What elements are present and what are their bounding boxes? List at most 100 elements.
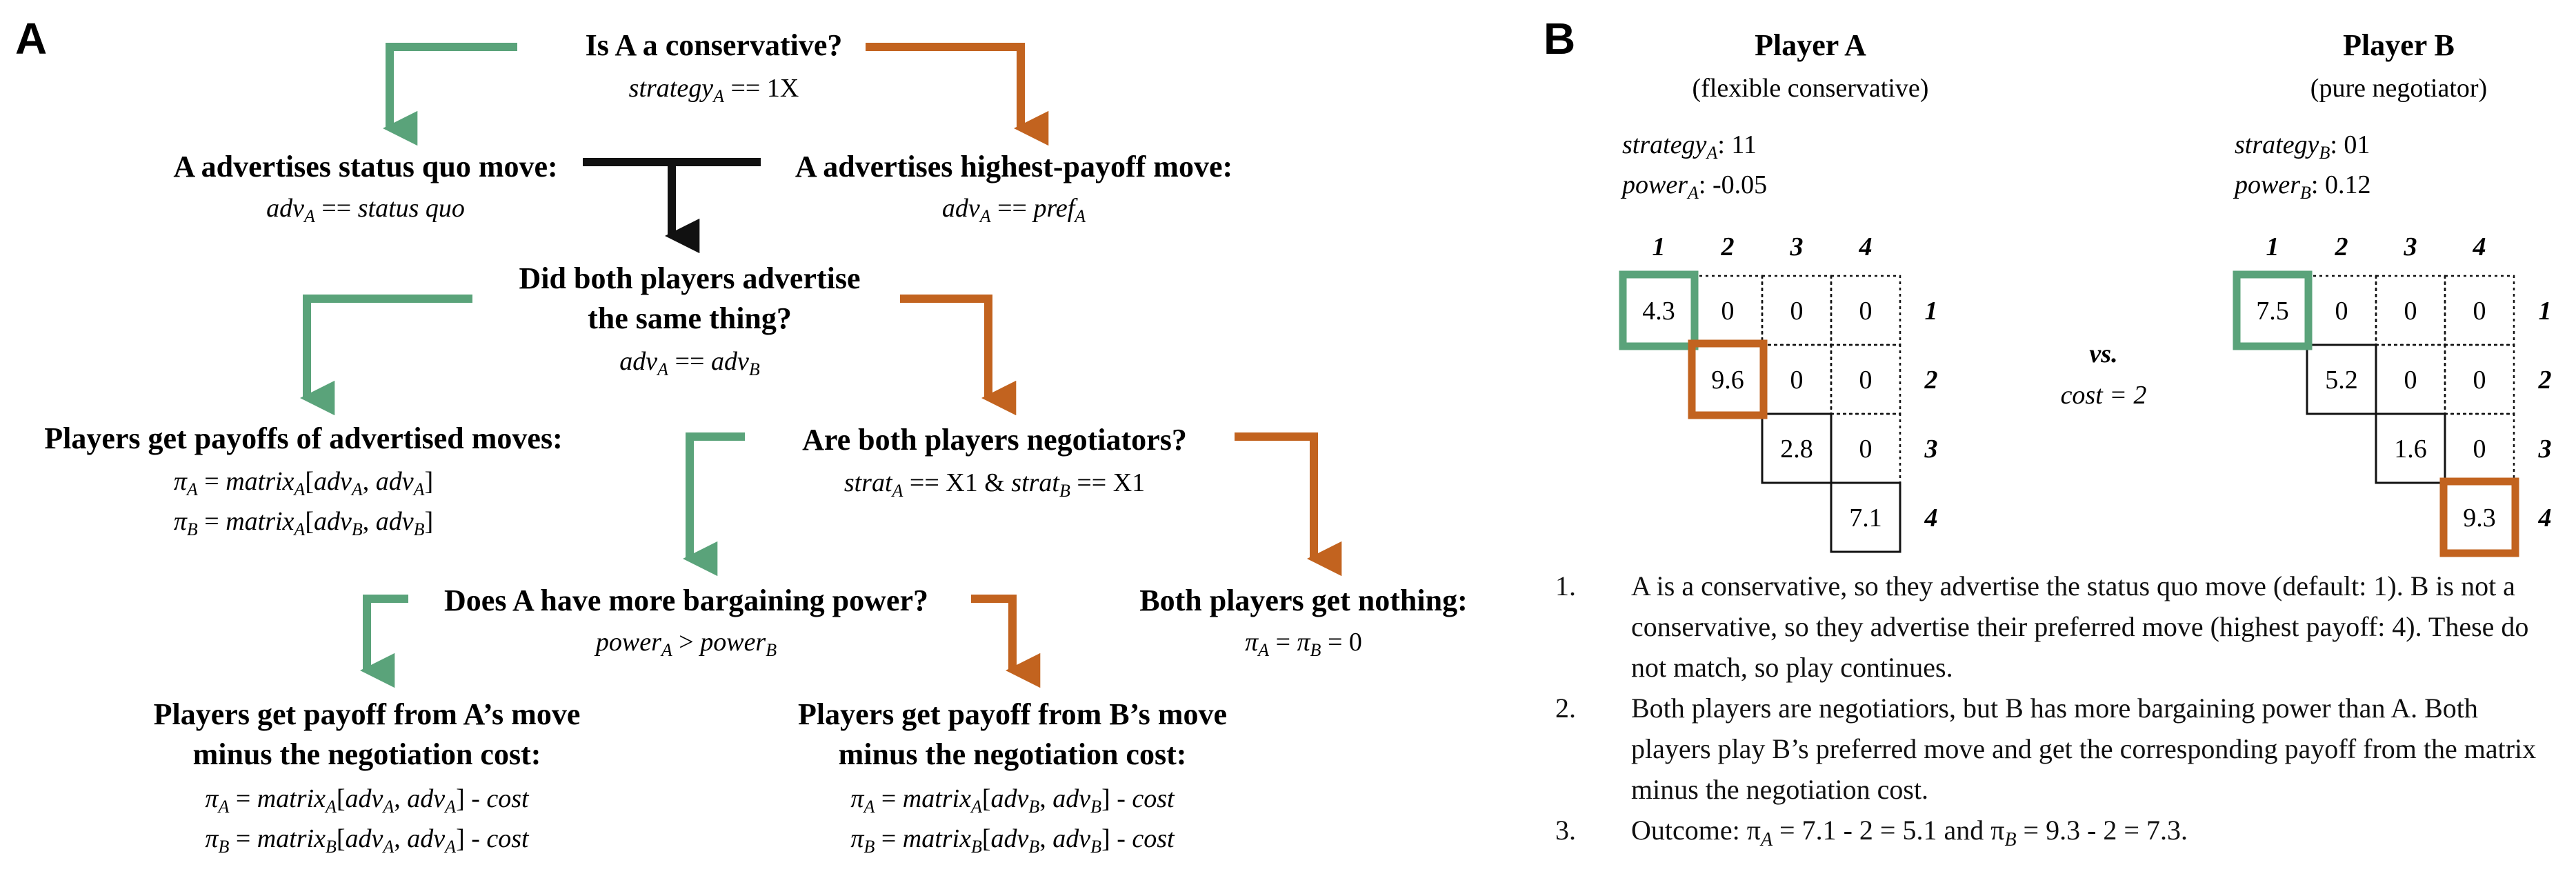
node-title-line2: the same thing? bbox=[588, 301, 792, 335]
panel-a-letter: A bbox=[15, 14, 47, 63]
node-both-get-nothing: Both players get nothing: πA = πB = 0 bbox=[1139, 584, 1467, 660]
matrix-cell bbox=[2375, 412, 2446, 484]
column-label: 4 bbox=[1859, 232, 1873, 261]
node-title-line2: minus the negotiation cost: bbox=[839, 737, 1187, 771]
formula-line1: πA = matrixA[advA, advA] bbox=[174, 467, 433, 499]
player-b-power: powerB: 0.12 bbox=[2233, 170, 2370, 203]
column-label: 1 bbox=[1653, 232, 1666, 261]
node-payoff-b-move: Players get payoff from B’s move minus t… bbox=[798, 697, 1227, 857]
player-b-name: Player B bbox=[2343, 28, 2455, 62]
formula-line2: πB = matrixB[advA, advA] - cost bbox=[205, 824, 530, 857]
matrix-value: 0 bbox=[1859, 366, 1873, 395]
player-a-power: powerA: -0.05 bbox=[1620, 170, 1767, 203]
node-title-line2: minus the negotiation cost: bbox=[193, 737, 541, 771]
step-number: 2. bbox=[1555, 693, 1576, 724]
matrix-value: 5.2 bbox=[2325, 366, 2358, 395]
arrow-q4-no bbox=[971, 595, 1041, 688]
highlight-preferred bbox=[2439, 477, 2519, 557]
column-label: 2 bbox=[1721, 232, 1735, 261]
matrix-value: 7.1 bbox=[1849, 504, 1882, 532]
column-label: 3 bbox=[1790, 232, 1804, 261]
row-label: 3 bbox=[1924, 435, 1938, 464]
step-text: A is a conservative, so they advertise t… bbox=[1631, 570, 2529, 683]
player-a-type: (flexible conservative) bbox=[1693, 74, 1929, 103]
player-b-strategy: strategyB: 01 bbox=[2235, 130, 2370, 163]
vs-label: vs. bbox=[2089, 339, 2117, 368]
matrix-value: 0 bbox=[2404, 297, 2417, 326]
formula-line2: πB = matrixB[advB, advB] - cost bbox=[850, 824, 1175, 857]
arrow-q1-yes bbox=[382, 43, 517, 146]
step-number: 1. bbox=[1555, 570, 1576, 601]
node-title: Does A have more bargaining power? bbox=[444, 584, 928, 617]
column-label: 2 bbox=[2335, 232, 2348, 261]
player-a-name: Player A bbox=[1755, 28, 1866, 62]
row-label: 3 bbox=[2538, 435, 2552, 464]
node-condition: advA == prefA bbox=[942, 194, 1086, 226]
player-b-type: (pure negotiator) bbox=[2310, 74, 2487, 103]
arrow-q2-no bbox=[900, 295, 1017, 416]
matrix-value: 7.5 bbox=[2256, 297, 2289, 326]
row-label: 2 bbox=[1924, 366, 1938, 395]
node-advertise-highest-payoff: A advertises highest-payoff move: advA =… bbox=[795, 150, 1232, 226]
step-text: Outcome: πA = 7.1 - 2 = 5.1 and πB = 9.3… bbox=[1631, 815, 2188, 850]
matrix-value: 0 bbox=[1859, 435, 1873, 464]
node-title-line1: Players get payoff from B’s move bbox=[798, 697, 1227, 731]
node-title: Is A a conservative? bbox=[586, 28, 843, 62]
arrow-q3-yes bbox=[682, 432, 745, 577]
highlight-status-quo bbox=[1619, 270, 1699, 350]
node-condition: strategyA == 1X bbox=[629, 74, 799, 106]
column-label: 4 bbox=[2473, 232, 2486, 261]
matrix-cell bbox=[1761, 412, 1833, 484]
matrix-value: 0 bbox=[1790, 297, 1804, 326]
step-number: 3. bbox=[1555, 815, 1576, 846]
row-label: 4 bbox=[1924, 504, 1938, 532]
node-title: A advertises status quo move: bbox=[173, 150, 557, 183]
node-same-advertisement: Did both players advertise the same thin… bbox=[519, 261, 861, 379]
player-a-header: Player A (flexible conservative) strateg… bbox=[1620, 28, 1928, 203]
step-text: Both players are negotiatiors, but B has… bbox=[1631, 693, 2537, 805]
matrix-value: 9.6 bbox=[1711, 366, 1744, 395]
row-label: 1 bbox=[2539, 297, 2552, 326]
step-2: 2. Both players are negotiatiors, but B … bbox=[1555, 688, 2555, 810]
cost-label: cost = 2 bbox=[2061, 381, 2147, 410]
node-title: A advertises highest-payoff move: bbox=[795, 150, 1232, 183]
formula-line1: πA = matrixA[advA, advA] - cost bbox=[205, 784, 530, 817]
matrix-value: 1.6 bbox=[2394, 435, 2427, 464]
matrix-value: 9.3 bbox=[2463, 504, 2496, 532]
column-label: 3 bbox=[2404, 232, 2417, 261]
matrix-value: 0 bbox=[2473, 366, 2486, 395]
matrix-value: 0 bbox=[2404, 366, 2417, 395]
node-condition: advA == advB bbox=[619, 347, 760, 379]
matrix-cell bbox=[2306, 344, 2377, 415]
step-1: 1. A is a conservative, so they advertis… bbox=[1555, 566, 2555, 688]
arrow-q3-no bbox=[1235, 432, 1342, 577]
matrix-value: 0 bbox=[2473, 297, 2486, 326]
matrix-value: 0 bbox=[1721, 297, 1735, 326]
node-title-line1: Did both players advertise bbox=[519, 261, 861, 295]
matrix-value: 0 bbox=[2473, 435, 2486, 464]
payoff-matrix-a: 1 2 3 4 1 2 3 4 4.3 0 0 0 9.6 0 0 2.8 0 7.1 bbox=[1619, 232, 1938, 553]
node-both-negotiators: Are both players negotiators? stratA == … bbox=[802, 423, 1187, 501]
matrix-cell bbox=[1830, 481, 1901, 553]
payoff-matrix-b: 1 2 3 4 1 2 3 4 7.5 0 0 0 5.2 0 0 1.6 0 9.3 bbox=[2233, 232, 2552, 557]
node-condition: advA == status quo bbox=[266, 194, 465, 226]
player-a-strategy: strategyA: 11 bbox=[1622, 130, 1757, 163]
node-title: Both players get nothing: bbox=[1139, 584, 1467, 617]
panel-b-letter: B bbox=[1544, 14, 1575, 63]
formula: πA = πB = 0 bbox=[1245, 628, 1362, 660]
arrow-q1-no bbox=[866, 43, 1049, 146]
row-label: 1 bbox=[1925, 297, 1938, 326]
formula-line2: πB = matrixA[advB, advB] bbox=[174, 507, 433, 539]
matrix-value: 2.8 bbox=[1780, 435, 1813, 464]
highlight-status-quo bbox=[2233, 270, 2313, 350]
node-condition: stratA == X1 & stratB == X1 bbox=[844, 468, 1145, 501]
node-payoff-a-move: Players get payoff from A’s move minus t… bbox=[154, 697, 581, 857]
node-title: Players get payoffs of advertised moves: bbox=[44, 421, 563, 455]
column-label: 1 bbox=[2266, 232, 2279, 261]
node-advertise-status-quo: A advertises status quo move: advA == st… bbox=[173, 150, 557, 226]
matrix-value: 4.3 bbox=[1642, 297, 1675, 326]
player-b-header: Player B (pure negotiator) strategyB: 01… bbox=[2233, 28, 2487, 203]
formula-line1: πA = matrixA[advB, advB] - cost bbox=[850, 784, 1175, 817]
node-title-line1: Players get payoff from A’s move bbox=[154, 697, 581, 731]
